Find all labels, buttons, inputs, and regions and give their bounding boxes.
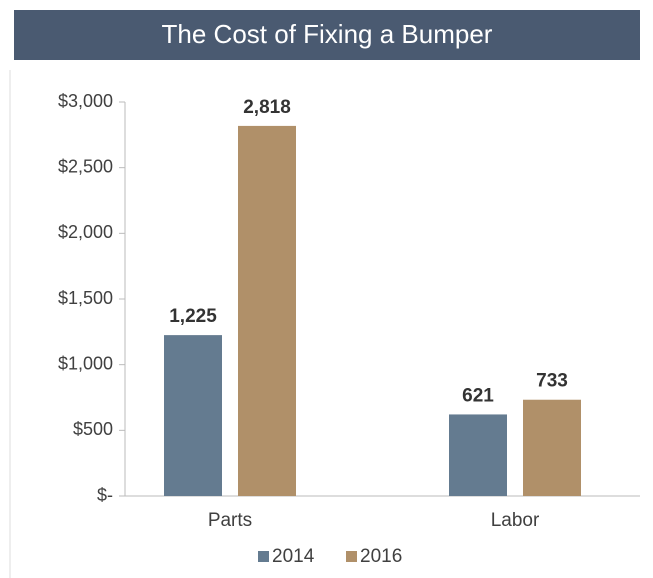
value-label: 733: [536, 371, 568, 392]
y-tick-label: $3,000: [58, 91, 113, 111]
value-label: 2,818: [243, 97, 291, 118]
y-tick-label: $2,500: [58, 156, 113, 176]
y-tick-label: $1,500: [58, 288, 113, 308]
title-banner: [14, 10, 640, 60]
value-label: 1,225: [169, 306, 217, 327]
bar: [164, 335, 222, 496]
chart-title: The Cost of Fixing a Bumper: [162, 19, 493, 49]
bar: [523, 399, 581, 496]
legend-label: 2014: [272, 546, 315, 567]
bar: [449, 414, 507, 496]
y-tick-label: $-: [97, 485, 113, 505]
bar: [238, 125, 296, 497]
legend-swatch: [346, 551, 357, 562]
legend-swatch: [258, 551, 269, 562]
x-tick-label: Labor: [491, 510, 540, 531]
y-tick-label: $1,000: [58, 353, 113, 373]
y-tick-label: $2,000: [58, 222, 113, 242]
x-tick-label: Parts: [208, 510, 252, 531]
legend-label: 2016: [360, 546, 402, 567]
value-label: 621: [462, 385, 494, 406]
y-tick-label: $500: [73, 419, 113, 439]
